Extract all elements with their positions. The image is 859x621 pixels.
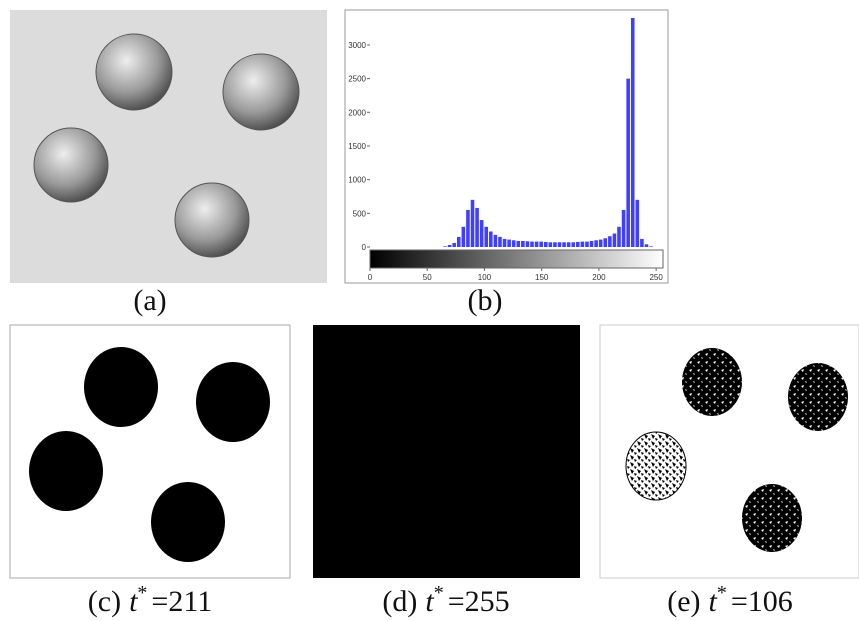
x-tick-label: 200 — [592, 273, 606, 282]
bar — [599, 240, 603, 247]
bar — [480, 220, 484, 247]
bar — [507, 240, 511, 247]
bar — [581, 242, 585, 247]
bar — [553, 242, 557, 247]
bar — [512, 240, 516, 247]
bar — [462, 227, 466, 247]
caption: (c)t*=211 — [88, 582, 212, 618]
y-tick-label: 500 — [353, 209, 367, 218]
bar — [558, 242, 562, 247]
bar — [603, 238, 607, 247]
bar — [517, 241, 521, 247]
bar — [622, 210, 626, 247]
bar — [613, 234, 617, 247]
caption: (a) — [133, 284, 166, 317]
colorbar — [370, 250, 663, 268]
caption-value: =211 — [151, 585, 212, 618]
caption: (b) — [468, 284, 503, 317]
bar — [452, 243, 456, 247]
bar — [448, 245, 452, 247]
y-tick-label: 2000 — [348, 108, 366, 117]
y-tick-label: 2500 — [348, 75, 366, 84]
histogram-panel: 0 500 1000 1500 2000 2500 3000 0 50 100 150 200 250 — [345, 10, 668, 283]
bar — [645, 244, 649, 247]
caption-label: (c) — [88, 585, 121, 618]
bar — [631, 18, 635, 247]
bar — [457, 237, 461, 247]
bar — [471, 200, 475, 247]
x-tick-label: 100 — [478, 273, 492, 282]
caption: (d)t*=255 — [382, 582, 509, 618]
threshold-106-image — [600, 325, 859, 578]
bar — [549, 242, 553, 247]
bar — [571, 242, 575, 247]
caption-superscript: * — [434, 582, 444, 604]
bar — [636, 200, 640, 247]
bar — [585, 242, 589, 247]
caption-label: (b) — [468, 284, 503, 317]
figure: 050010001500200025003000050100150200250 … — [0, 0, 859, 621]
bar — [562, 242, 566, 247]
bar — [521, 241, 525, 247]
bar — [576, 242, 580, 247]
bar — [649, 246, 653, 247]
bar — [590, 241, 594, 247]
caption-superscript: * — [137, 582, 147, 604]
x-tick-label: 0 — [368, 273, 373, 282]
bar — [530, 242, 534, 247]
threshold-211-image — [10, 325, 290, 578]
bar — [567, 242, 571, 247]
bar — [594, 240, 598, 247]
bar — [539, 242, 543, 247]
threshold-255-image — [313, 325, 580, 578]
bar — [498, 237, 502, 247]
y-tick-label: 1500 — [348, 142, 366, 151]
coins-image — [10, 10, 327, 283]
bar — [484, 227, 488, 247]
bar — [640, 239, 644, 247]
bar — [526, 241, 530, 247]
bar — [466, 210, 470, 247]
bar — [503, 239, 507, 247]
bar — [535, 242, 539, 247]
caption-label: (d) — [382, 585, 417, 618]
bar — [617, 227, 621, 247]
x-tick-label: 150 — [535, 273, 549, 282]
caption-value: =106 — [731, 585, 793, 618]
bar — [626, 79, 630, 247]
x-tick-label: 250 — [649, 273, 663, 282]
y-tick-label: 3000 — [348, 41, 366, 50]
caption-value: =255 — [448, 585, 510, 618]
caption: (e)t*=106 — [667, 582, 793, 618]
y-tick-label: 0 — [362, 243, 367, 252]
bar — [544, 242, 548, 247]
y-tick-label: 1000 — [348, 176, 366, 185]
caption-label: (e) — [667, 585, 700, 618]
bar — [608, 236, 612, 247]
bar — [494, 235, 498, 247]
bar — [489, 232, 493, 247]
x-tick-label: 50 — [423, 273, 432, 282]
bar — [443, 246, 447, 247]
bar — [475, 208, 479, 247]
caption-superscript: * — [717, 582, 727, 604]
caption-label: (a) — [133, 284, 166, 317]
